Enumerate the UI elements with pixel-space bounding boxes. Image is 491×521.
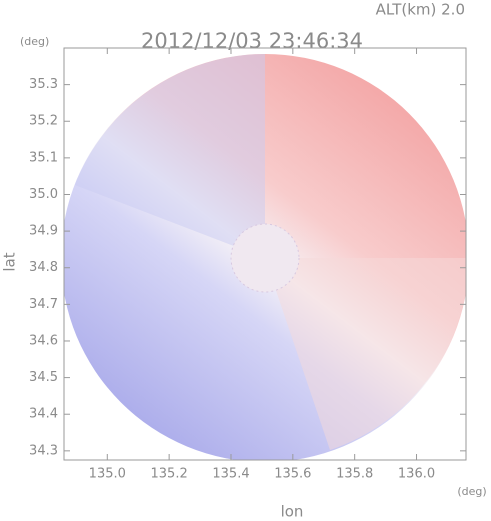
y-tick-label: 35.0 — [29, 187, 58, 202]
x-tick-label: 135.8 — [336, 467, 373, 482]
x-tick-label: 135.4 — [212, 467, 249, 482]
x-unit: (deg) — [457, 485, 486, 498]
y-tick-label: 34.3 — [29, 443, 58, 458]
radar-sector — [75, 54, 265, 258]
y-tick-label: 35.2 — [29, 114, 58, 129]
x-tick-label: 136.0 — [398, 467, 435, 482]
timestamp: 2012/12/03 23:46:34 — [141, 29, 363, 53]
x-label: lon — [281, 503, 304, 521]
y-tick-label: 34.6 — [29, 333, 58, 348]
y-tick-label: 35.3 — [29, 77, 58, 92]
y-tick-label: 34.9 — [29, 224, 58, 239]
radar-sector — [265, 258, 466, 450]
x-tick-label: 135.6 — [274, 467, 311, 482]
y-tick-label: 35.1 — [29, 150, 58, 165]
y-tick-label: 34.5 — [29, 370, 58, 385]
plot-frame — [63, 47, 467, 461]
altitude: ALT(km) 2.0 — [376, 1, 465, 19]
radar-center — [230, 223, 300, 293]
y-label: lat — [1, 252, 19, 271]
radar-field — [64, 54, 466, 460]
x-tick-label: 135.0 — [89, 467, 126, 482]
y-tick-label: 34.7 — [29, 297, 58, 312]
y-unit: (deg) — [20, 35, 49, 48]
y-tick-label: 34.8 — [29, 260, 58, 275]
y-tick-label: 34.4 — [29, 407, 58, 422]
x-tick-label: 135.2 — [151, 467, 188, 482]
